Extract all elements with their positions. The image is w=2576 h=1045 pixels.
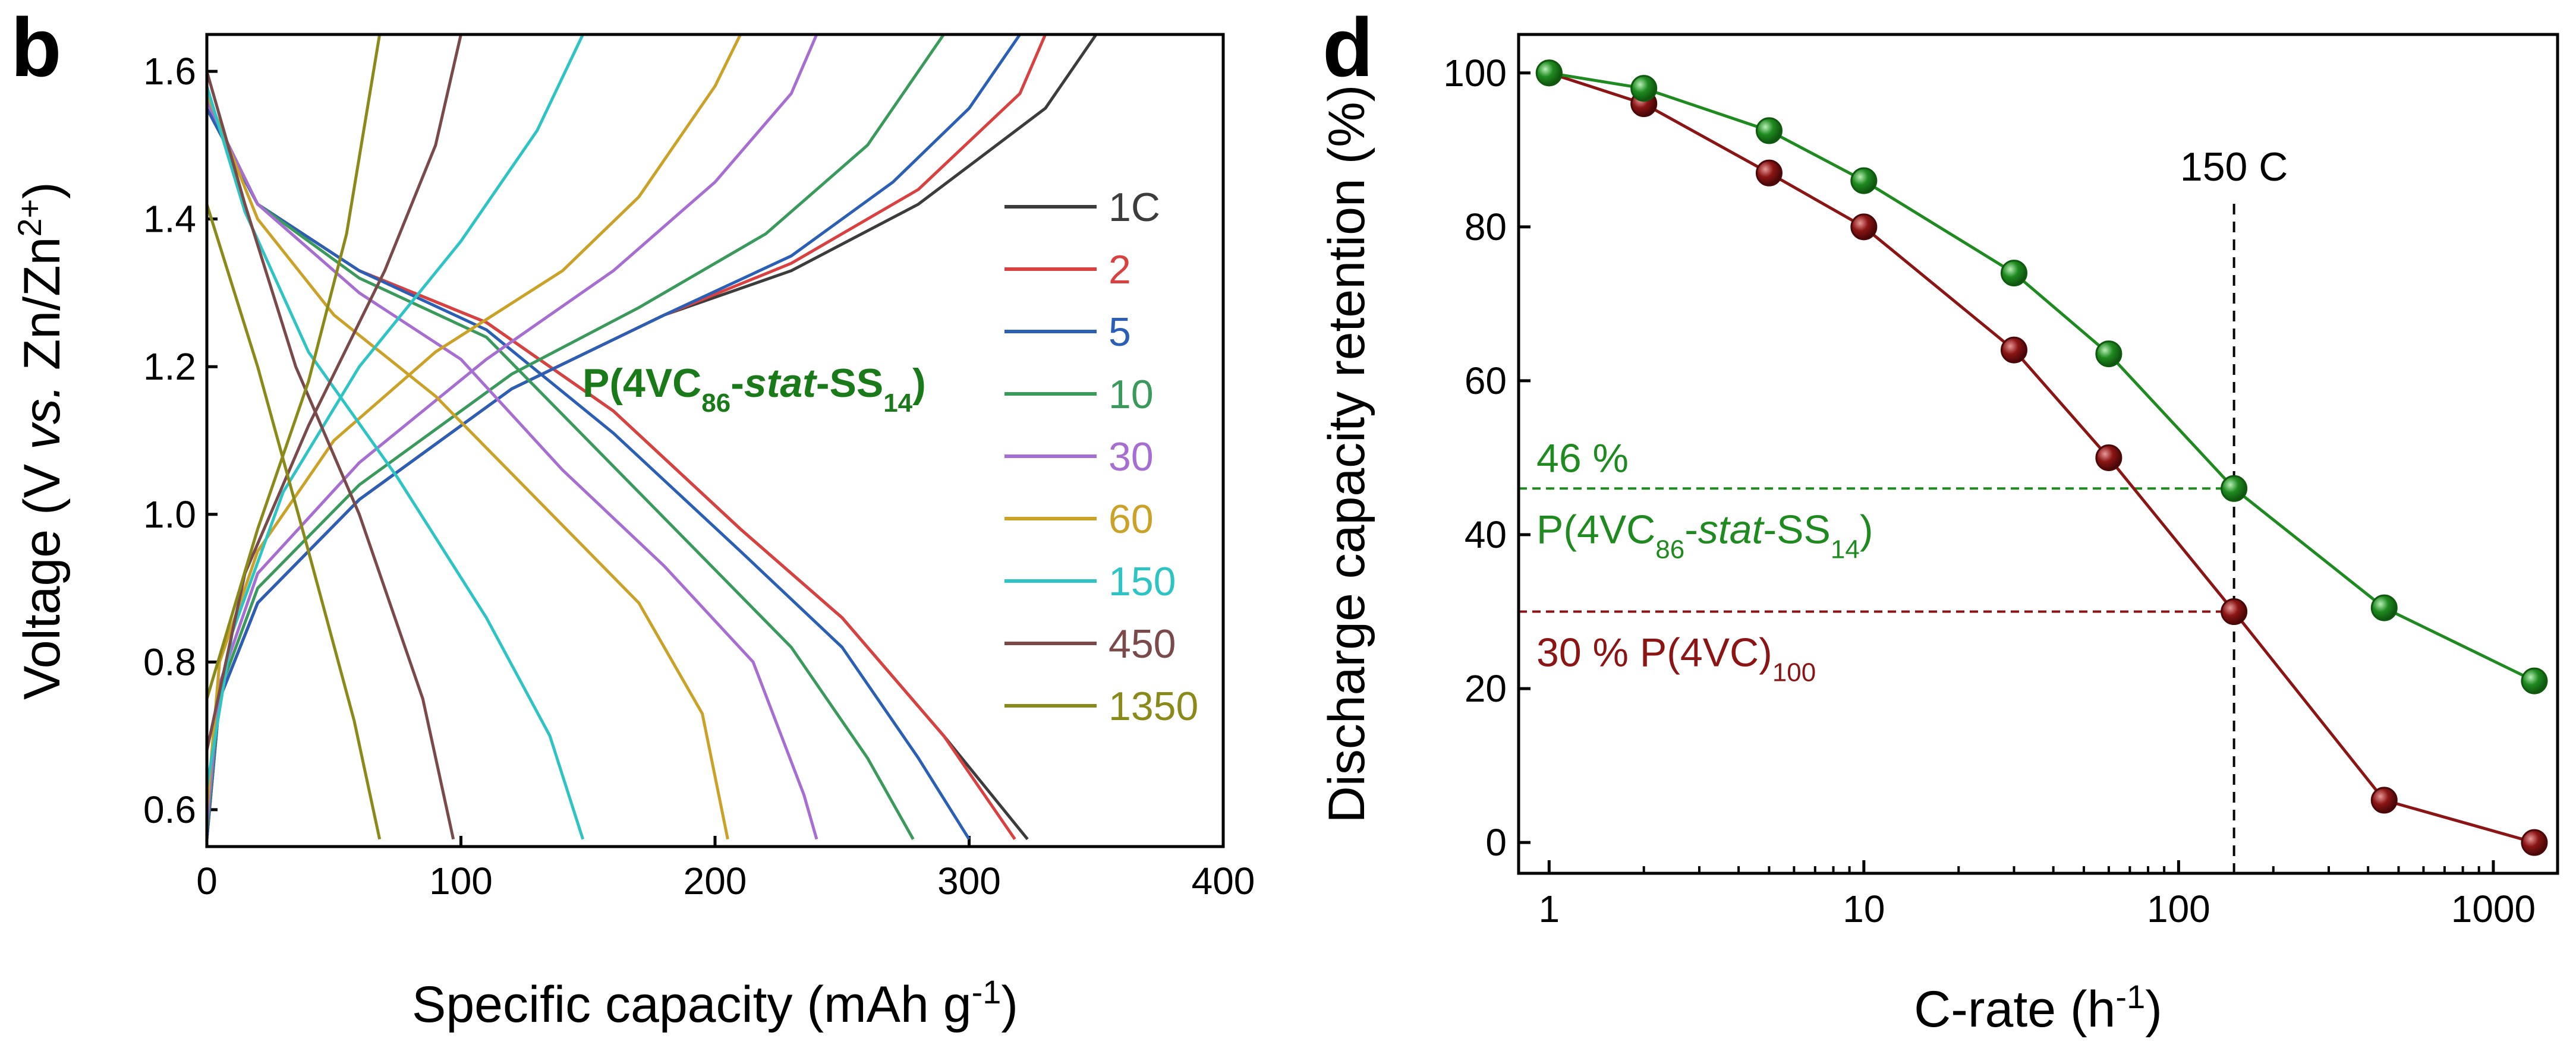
series-line-1 (1548, 71, 2535, 844)
curve-discharge-30 (205, 100, 818, 840)
y-tick-label-b: 1.2 (143, 345, 196, 388)
data-point (1630, 75, 1658, 102)
data-point (2370, 787, 2398, 814)
data-point (1535, 59, 1563, 87)
legend-label-30: 30 (1109, 434, 1154, 479)
legend-label-10: 10 (1109, 372, 1154, 417)
data-point (1755, 159, 1783, 187)
curve-discharge-5 (205, 108, 971, 840)
annotation-46-series: P(4VC86-stat-SS14) (1536, 507, 1873, 564)
y-tick-label-b: 1.0 (143, 493, 196, 536)
data-point (2000, 260, 2027, 287)
curve-discharge-1350 (205, 204, 382, 840)
y-tick-label-d: 0 (1485, 821, 1507, 864)
curve-charge-30 (205, 34, 818, 825)
curve-charge-450 (205, 34, 462, 751)
legend-label-150: 150 (1109, 559, 1176, 604)
x-tick-label-d: 100 (2147, 888, 2210, 930)
data-point (2370, 594, 2398, 621)
legend-label-450: 450 (1109, 621, 1176, 667)
y-tick-label-b: 0.8 (143, 640, 196, 683)
y-axis-title-b: Voltage (V vs. Zn/Zn2+) (11, 182, 71, 700)
panel-label-d: d (1322, 1, 1374, 94)
legend-label-60: 60 (1109, 497, 1154, 542)
x-tick-label-b: 200 (684, 860, 747, 902)
data-point (2521, 829, 2548, 856)
annotation-b: P(4VC86-stat-SS14) (582, 361, 926, 418)
curve-charge-5 (205, 33, 1022, 839)
data-point (1755, 117, 1783, 144)
x-axis-title-d: C-rate (h-1) (1914, 978, 2162, 1038)
data-point (2000, 336, 2027, 364)
y-tick-label-d: 80 (1465, 206, 1507, 248)
series-line-0 (1548, 71, 2535, 683)
data-point (2221, 475, 2248, 502)
y-tick-label-b: 0.6 (143, 788, 196, 831)
legend-label-5: 5 (1109, 310, 1131, 355)
legend-label-2: 2 (1109, 247, 1131, 292)
data-point (2095, 444, 2122, 471)
legend-label-1C: 1C (1109, 185, 1160, 230)
x-tick-label-d: 10 (1843, 888, 1885, 930)
y-tick-label-b: 1.6 (143, 50, 196, 93)
vline-label: 150 C (2180, 144, 2288, 190)
data-point (1850, 213, 1878, 241)
legend-label-1350: 1350 (1109, 684, 1198, 729)
x-tick-label-b: 400 (1192, 860, 1255, 902)
curve-charge-150 (205, 33, 584, 788)
x-tick-label-b: 0 (196, 860, 218, 902)
data-point (2095, 340, 2122, 368)
annotation-30: 30 % P(4VC)100 (1536, 630, 1816, 687)
y-tick-label-d: 60 (1465, 359, 1507, 402)
x-tick-label-d: 1000 (2451, 888, 2536, 930)
x-tick-label-d: 1 (1539, 888, 1560, 930)
x-axis-title-b: Specific capacity (mAh g-1) (412, 973, 1018, 1034)
curve-discharge-10 (205, 100, 915, 840)
y-axis-title-d: Discharge capacity retention (%) (1318, 85, 1375, 823)
panel-d: d 1 10 100 1000 0 20 40 60 80 100 150 C 46 % P(4VC8… (1318, 1, 2559, 1038)
y-tick-label-d: 20 (1465, 667, 1507, 710)
data-point (2521, 667, 2548, 694)
curve-charge-60 (205, 33, 742, 810)
plot-frame-d (1517, 33, 2559, 875)
curve-discharge-150 (205, 86, 585, 840)
y-tick-label-d: 100 (1443, 52, 1507, 94)
x-tick-label-b: 100 (429, 860, 493, 902)
data-point (2221, 598, 2248, 626)
annotation-46-value: 46 % (1536, 435, 1629, 481)
curve-discharge-60 (205, 93, 729, 840)
x-tick-label-b: 300 (937, 860, 1001, 902)
data-point (1850, 167, 1878, 194)
curve-charge-1350 (205, 34, 382, 700)
y-tick-label-b: 1.4 (143, 198, 196, 241)
y-tick-label-d: 40 (1465, 513, 1507, 556)
plot-frame-b (205, 33, 1225, 848)
curve-discharge-450 (205, 71, 455, 840)
curve-charge-10 (205, 33, 945, 832)
panel-label-b: b (11, 1, 62, 94)
panel-b: b 0 100 200 300 400 0.6 0.8 1.0 1.2 1.4 1.6 1C 2 5 10… (11, 1, 1255, 1033)
